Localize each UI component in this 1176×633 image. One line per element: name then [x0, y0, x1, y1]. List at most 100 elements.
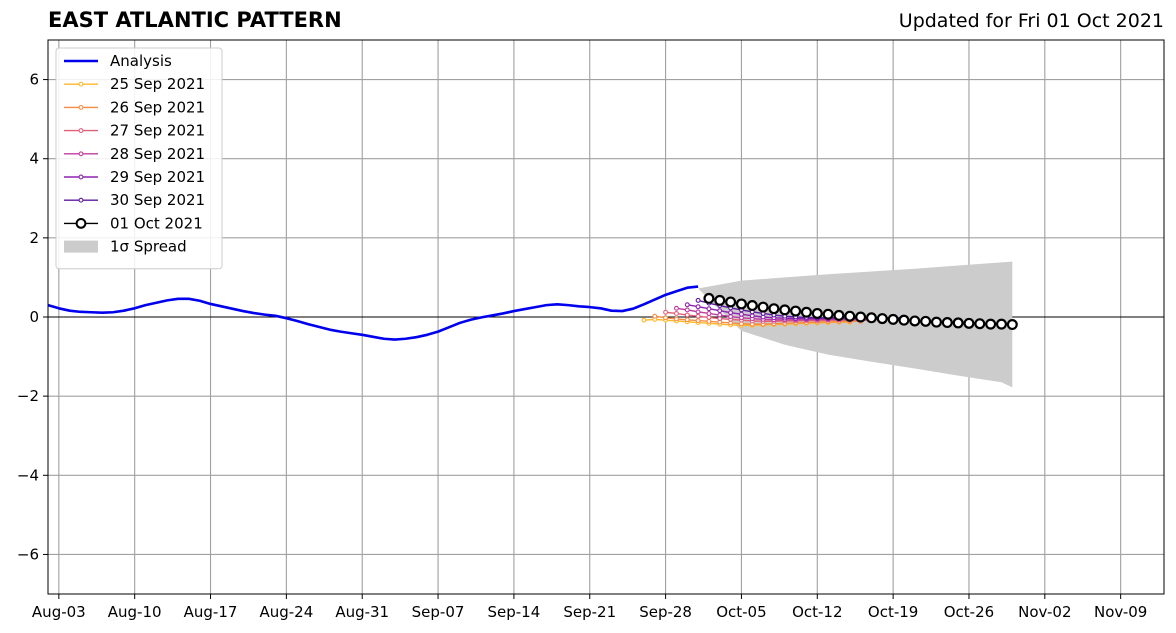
x-tick-label: Aug-10	[108, 603, 162, 621]
legend-label: 28 Sep 2021	[110, 145, 205, 163]
forecast-point	[663, 309, 669, 315]
current-forecast-point	[703, 292, 715, 304]
legend-swatch-marker	[78, 128, 84, 134]
current-forecast-point	[790, 305, 802, 317]
y-tick-label: −6	[17, 545, 39, 563]
forecast-point	[717, 308, 723, 314]
x-tick-label: Aug-31	[335, 603, 389, 621]
current-forecast-point	[768, 303, 780, 315]
forecast-point	[717, 312, 723, 318]
legend-label: 26 Sep 2021	[110, 98, 205, 116]
current-forecast-point	[714, 294, 726, 306]
x-tick-label: Aug-03	[32, 603, 86, 621]
legend-label: 27 Sep 2021	[110, 122, 205, 140]
current-forecast-point	[920, 315, 932, 327]
x-tick-label: Sep-28	[639, 603, 692, 621]
x-tick-label: Sep-14	[488, 603, 541, 621]
legend-swatch-marker	[78, 151, 84, 157]
forecast-point	[728, 310, 734, 316]
plot-area	[47, 40, 1164, 594]
forecast-point	[695, 297, 701, 303]
legend-label: Analysis	[110, 52, 172, 70]
legend-box	[55, 47, 223, 270]
y-tick-label: 0	[29, 308, 39, 326]
forecast-point	[684, 317, 690, 323]
current-forecast-point	[941, 317, 953, 329]
forecast-point	[706, 310, 712, 316]
current-forecast-point	[746, 300, 758, 312]
forecast-point	[641, 317, 647, 323]
current-forecast-point	[757, 301, 769, 313]
current-forecast-point	[898, 314, 910, 326]
forecast-point	[706, 318, 712, 324]
legend-swatch-marker	[78, 104, 84, 110]
forecast-point	[684, 307, 690, 313]
current-forecast-point	[865, 312, 877, 324]
forecast-point	[695, 309, 701, 315]
forecast-point	[738, 311, 744, 317]
current-forecast-point	[855, 311, 867, 323]
x-tick-label: Oct-05	[716, 603, 766, 621]
forecast-point	[706, 314, 712, 320]
forecast-point	[684, 302, 690, 308]
forecast-point	[673, 310, 679, 316]
x-tick-label: Oct-12	[792, 603, 842, 621]
analysis-line	[47, 285, 699, 341]
current-forecast-point	[1006, 319, 1018, 331]
updated-label: Updated for Fri 01 Oct 2021	[898, 10, 1164, 32]
x-tick-label: Oct-26	[944, 603, 994, 621]
current-forecast-point	[963, 317, 975, 329]
legend-swatch-spread	[64, 240, 98, 253]
current-forecast-point	[725, 296, 737, 308]
current-forecast-point	[930, 316, 942, 328]
forecast-point	[695, 304, 701, 310]
legend: Analysis 25 Sep 2021 26 Sep 2021 27 Sep 202…	[55, 47, 223, 270]
legend-label: 30 Sep 2021	[110, 191, 205, 209]
forecast-point	[652, 313, 658, 319]
legend-swatch-marker	[75, 218, 87, 229]
axes: Aug-03 Aug-10 Aug-17 Aug-24 Aug-31 Sep-07 Sep-…	[17, 39, 1165, 621]
forecast-point	[728, 314, 734, 320]
x-tick-label: Aug-17	[184, 603, 238, 621]
x-tick-label: Sep-21	[563, 603, 616, 621]
current-forecast-point	[811, 307, 823, 319]
y-tick-label: 4	[29, 150, 39, 168]
current-forecast-point	[876, 313, 888, 325]
forecast-point	[695, 318, 701, 324]
forecast-point	[673, 316, 679, 322]
y-tick-label: 2	[29, 229, 39, 247]
forecast-point	[695, 313, 701, 319]
current-forecast-point	[844, 310, 856, 322]
spread-band	[698, 261, 1013, 388]
legend-label: 25 Sep 2021	[110, 75, 205, 93]
x-tick-label: Aug-24	[259, 603, 313, 621]
legend-swatch-marker	[78, 197, 84, 203]
y-tick-label: −4	[17, 466, 39, 484]
forecast-point	[663, 315, 669, 321]
x-tick-label: Oct-19	[868, 603, 918, 621]
legend-label: 29 Sep 2021	[110, 168, 205, 186]
current-forecast-point	[779, 304, 791, 316]
chart-title: EAST ATLANTIC PATTERN	[48, 8, 342, 32]
current-forecast-point	[952, 317, 964, 329]
y-tick-label: 6	[29, 71, 39, 89]
current-forecast-point	[974, 318, 986, 330]
current-forecast-point	[800, 306, 812, 318]
current-forecast-point	[909, 315, 921, 327]
y-tick-label: −2	[17, 387, 39, 405]
forecast-point	[706, 306, 712, 312]
current-forecast-point	[822, 308, 834, 320]
x-tick-label: Nov-02	[1018, 603, 1071, 621]
forecast-point	[684, 312, 690, 318]
legend-label: 01 Oct 2021	[110, 214, 203, 232]
x-tick-label: Nov-09	[1094, 603, 1147, 621]
legend-label: 1σ Spread	[110, 238, 187, 256]
current-forecast-point	[985, 318, 997, 330]
current-forecast-point	[833, 309, 845, 321]
current-forecast-point	[735, 298, 747, 310]
forecast-point	[673, 305, 679, 311]
legend-swatch-marker	[78, 81, 84, 87]
legend-swatch-marker	[78, 174, 84, 180]
forecast-point	[749, 313, 755, 319]
